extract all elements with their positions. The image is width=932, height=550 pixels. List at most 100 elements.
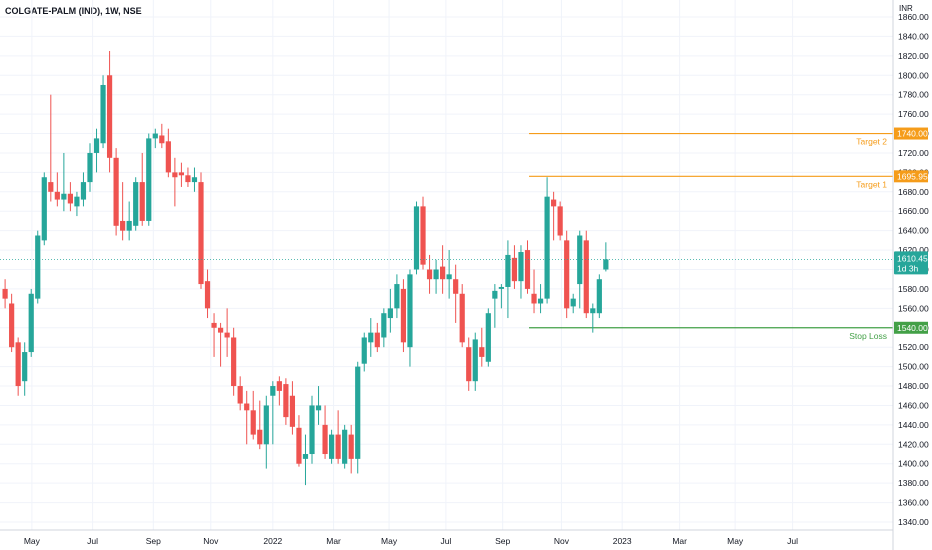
candle-body	[590, 308, 596, 314]
candle-body	[505, 254, 511, 287]
grid-lines	[0, 0, 893, 530]
candle-body	[551, 199, 557, 207]
candle	[315, 386, 322, 425]
candle-body	[315, 405, 322, 411]
currency-label: INR	[899, 4, 913, 13]
candle	[263, 395, 269, 469]
candle	[590, 303, 596, 333]
candles	[0, 50, 893, 486]
candle	[537, 284, 544, 314]
candle-body	[498, 286, 504, 289]
y-tick-label: 1800.00	[898, 70, 929, 80]
candle-body	[93, 138, 100, 153]
candle-body	[198, 182, 204, 285]
candle	[596, 274, 602, 319]
candle	[518, 245, 524, 299]
candle-body	[368, 332, 374, 343]
x-tick-label: Jul	[787, 536, 798, 546]
y-tick-label: 1640.00	[898, 226, 929, 236]
x-tick-label: 2022	[263, 536, 282, 546]
y-tick-label: 1500.00	[898, 362, 929, 372]
candle-body	[433, 269, 439, 280]
x-tick-label: Nov	[554, 536, 570, 546]
current-price-tag	[894, 251, 928, 275]
candle-body	[185, 175, 191, 183]
candle-body	[537, 298, 544, 304]
candle	[564, 230, 570, 319]
level-price-tag	[894, 321, 928, 334]
candle	[106, 50, 113, 173]
level-price-tag	[894, 170, 928, 183]
candle	[48, 94, 54, 202]
y-tick-label: 1820.00	[898, 51, 929, 61]
level-name: Stop Loss	[849, 331, 887, 341]
candle-body	[440, 266, 446, 280]
candle-body	[387, 308, 393, 319]
candle-body	[570, 298, 576, 307]
candle-body	[41, 177, 47, 241]
candle	[479, 327, 485, 367]
candle	[231, 327, 237, 396]
y-tick-label: 1460.00	[898, 400, 929, 410]
x-tick-label: Jul	[440, 536, 451, 546]
candle	[74, 191, 80, 217]
candle	[22, 342, 28, 396]
candle-body	[302, 454, 309, 459]
candle-body	[172, 172, 178, 178]
candle-body	[244, 403, 250, 411]
candle	[446, 250, 452, 299]
y-tick-label: 1400.00	[898, 459, 929, 469]
candle-body	[48, 182, 54, 192]
candle	[355, 361, 361, 474]
candle-body	[524, 250, 531, 289]
candle	[35, 230, 41, 304]
candle	[100, 75, 106, 149]
level-price-label: 1695.95	[897, 171, 928, 181]
candle	[577, 230, 583, 309]
candle	[67, 182, 73, 212]
candle-body	[87, 152, 93, 183]
candle	[498, 284, 504, 309]
x-tick-label: 2023	[613, 536, 632, 546]
y-tick-label: 1580.00	[898, 284, 929, 294]
x-tick-label: Nov	[203, 536, 219, 546]
candle-body	[289, 395, 296, 427]
candle-body	[459, 293, 465, 343]
candle-body	[28, 293, 34, 353]
candle-body	[426, 269, 433, 280]
candle	[217, 322, 224, 367]
candle	[342, 424, 348, 469]
y-tick-label: 1860.00	[898, 12, 929, 22]
candle-body	[113, 157, 119, 226]
candle-body	[374, 332, 380, 348]
candle	[374, 322, 380, 353]
candle-body	[126, 220, 132, 231]
candle-body	[407, 274, 413, 348]
candle-body	[152, 133, 158, 139]
candle-body	[9, 303, 15, 348]
candle	[87, 143, 93, 192]
candle-body	[67, 193, 73, 204]
x-tick-label: Mar	[672, 536, 687, 546]
candle-body	[511, 257, 518, 282]
candle-body	[492, 290, 498, 299]
level-lines: Target 2 Target 1 Stop Loss	[529, 132, 893, 341]
chart-title: COLGATE-PALM (IND), 1W, NSE	[5, 6, 142, 16]
candle-body	[394, 284, 400, 309]
x-tick-label: Jul	[87, 536, 98, 546]
y-tick-label: 1780.00	[898, 90, 929, 100]
candle	[270, 381, 276, 445]
candle	[113, 148, 119, 236]
candle-body	[120, 220, 126, 231]
candle	[440, 245, 446, 294]
candle-body	[263, 405, 269, 445]
candle-body	[544, 196, 550, 299]
candle	[348, 424, 354, 474]
candle	[472, 332, 478, 391]
level-name: Target 1	[856, 179, 887, 189]
candle	[420, 196, 426, 270]
candle-body	[518, 252, 524, 282]
candle-body	[165, 141, 171, 173]
x-tick-label: May	[727, 536, 744, 546]
